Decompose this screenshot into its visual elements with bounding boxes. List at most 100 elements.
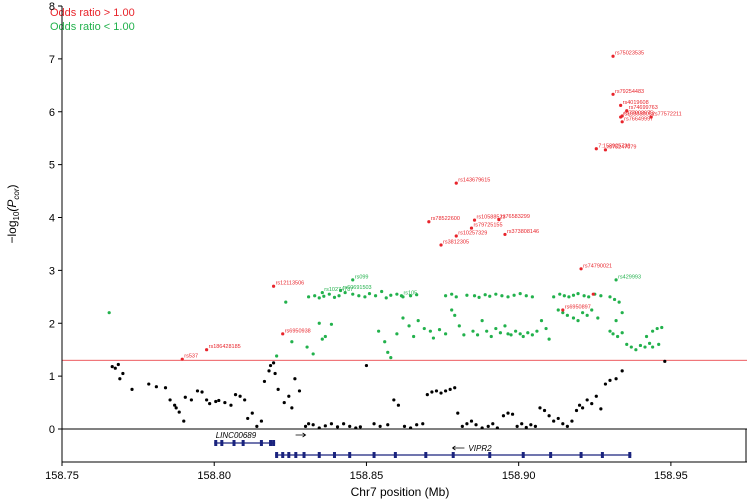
snp-point-ns [250,411,254,415]
snp-point-or-lt1 [313,294,317,298]
snp-point-or-lt1 [475,333,480,337]
snp-point-ns [425,393,429,397]
snp-point-ns [538,406,542,410]
snp-point-ns [307,422,311,426]
snp-point-or-lt1 [480,319,484,323]
snp-label-or-gt1: rs10588523 [477,215,506,221]
snp-point-ns [552,419,556,423]
snp-point-or-lt1 [380,289,384,294]
snp-point-or-lt1 [323,334,327,339]
gene-vipr2-exon [372,452,376,458]
snp-point-ns [456,411,460,415]
snp-point-ns [415,423,419,427]
snp-label-or-gt1: rs78522600 [431,216,460,222]
snp-point-or-gt1 [620,114,624,118]
snp-point-or-lt1 [399,294,404,298]
snp-point-or-lt1 [506,295,510,299]
snp-point-or-lt1 [561,311,565,315]
snp-point-or-lt1 [620,331,624,335]
gene-vipr2-exon [488,452,492,458]
snp-point-or-lt1 [556,308,560,312]
snp-point-or-lt1 [384,296,388,300]
snp-point-ns [392,398,396,402]
snp-point-ns [110,365,114,369]
snp-point-ns [620,369,624,373]
snp-point-ns [486,424,490,428]
snp-point-or-lt1 [562,294,566,298]
snp-point-or-lt1 [338,288,343,293]
snp-point-ns [255,424,259,428]
gene-linc00689-label: LINC00689 [216,431,257,440]
gene-linc00689-exon [214,440,218,446]
snp-point-or-lt1 [521,334,525,339]
gene-vipr2-exon [348,452,352,458]
snp-point-or-lt1 [651,329,655,333]
snp-point-ns [303,424,308,428]
snp-point-or-lt1 [275,354,279,358]
snp-label-or-lt1: rs099 [355,274,369,280]
snp-point-or-lt1 [357,294,361,298]
snp-label-or-gt1: rs188030062 [623,112,655,118]
snp-point-or-lt1 [444,332,448,336]
snp-point-or-lt1 [488,294,492,298]
snp-point-or-lt1 [576,319,580,323]
snp-label-or-gt1: rs143679615 [458,178,490,184]
gene-vipr2-exon [628,452,632,458]
snp-point-or-lt1 [416,319,420,323]
x-tick-label: 158.85 [350,470,384,482]
snp-point-or-lt1 [337,294,341,298]
snp-point-or-gt1 [619,103,623,108]
y-tick-label: 5 [49,160,55,172]
snp-point-or-lt1 [494,326,498,331]
snp-point-ns [585,398,589,402]
snp-point-or-lt1 [462,333,466,337]
snp-point-or-lt1 [317,296,321,300]
snp-point-ns [348,424,352,428]
y-axis-title-subsub: cor [12,188,21,199]
snp-point-ns [273,371,277,376]
snp-point-ns [121,371,125,376]
snp-label-or-gt1: rs12113506 [276,281,305,287]
snp-point-ns [542,408,547,413]
legend: Odds ratio > 1.00 Odds ratio < 1.00 [50,7,135,33]
snp-point-ns [290,406,294,410]
snp-point-or-lt1 [290,340,294,344]
y-tick-label: 8 [49,1,55,13]
gene-linc00689-exon [241,440,245,446]
snp-label-or-gt1: rs77572211 [653,112,682,118]
snp-point-or-lt1 [585,313,589,317]
snp-point-or-lt1 [506,332,510,336]
snp-point-ns [524,425,528,430]
snp-point-or-lt1 [351,292,355,296]
snp-point-or-lt1 [485,329,489,333]
snp-point-ns [581,406,585,410]
snp-point-ns [311,423,315,427]
snp-point-or-lt1 [477,295,481,299]
snp-point-ns [205,398,209,402]
snp-point-or-lt1 [629,345,633,349]
snp-point-ns [402,424,407,428]
gene-vipr2-exon [317,452,321,458]
snp-point-ns [116,362,120,367]
snp-point-ns [378,424,382,428]
gene-linc00689-exon [272,440,276,446]
snp-point-ns [556,416,560,421]
gene-vipr2-label: VIPR2 [468,444,492,453]
snp-point-ns [214,399,218,404]
snp-point-ns [267,369,271,373]
snp-point-or-lt1 [329,322,334,326]
snp-point-ns [200,390,204,394]
snp-point-ns [118,377,122,381]
y-axis-title: −log10(Pcor) [5,184,21,243]
snp-point-or-lt1 [395,292,399,296]
snp-point-or-lt1 [332,295,337,299]
snp-point-or-lt1 [647,341,652,345]
snp-point-or-lt1 [590,308,594,312]
snp-point-ns [174,406,178,410]
snp-point-or-lt1 [587,295,591,299]
gene-vipr2-exon [294,452,298,458]
snp-point-or-gt1 [579,267,583,271]
snp-point-ns [474,423,478,427]
snp-point-or-lt1 [415,293,419,297]
